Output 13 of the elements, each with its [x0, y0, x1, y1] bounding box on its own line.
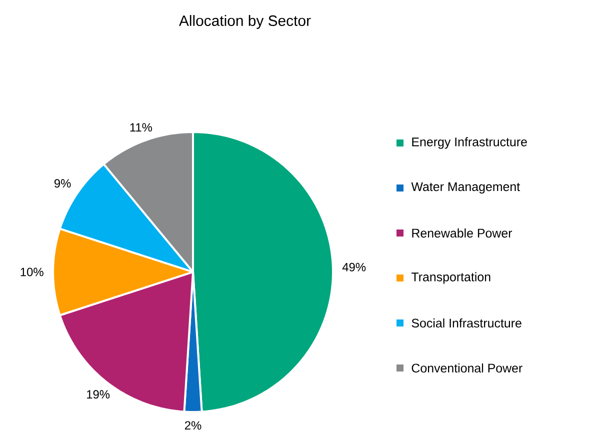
legend-label: Transportation: [411, 272, 490, 284]
data-label: 10%: [20, 268, 44, 276]
legend-label: Energy Infrastructure: [412, 137, 527, 149]
data-label: 49%: [342, 262, 366, 272]
data-label: 2%: [184, 421, 202, 430]
data-label: 9%: [54, 179, 71, 188]
data-label: 19%: [86, 390, 110, 399]
legend-label: Conventional Power: [412, 363, 522, 373]
legend-label: Renewable Power: [412, 228, 512, 238]
legend-label: Social Infrastructure: [412, 318, 522, 328]
legend-label: Water Management: [411, 182, 520, 194]
chart-title: Allocation by Sector: [179, 15, 311, 29]
data-label: 11%: [130, 123, 152, 132]
